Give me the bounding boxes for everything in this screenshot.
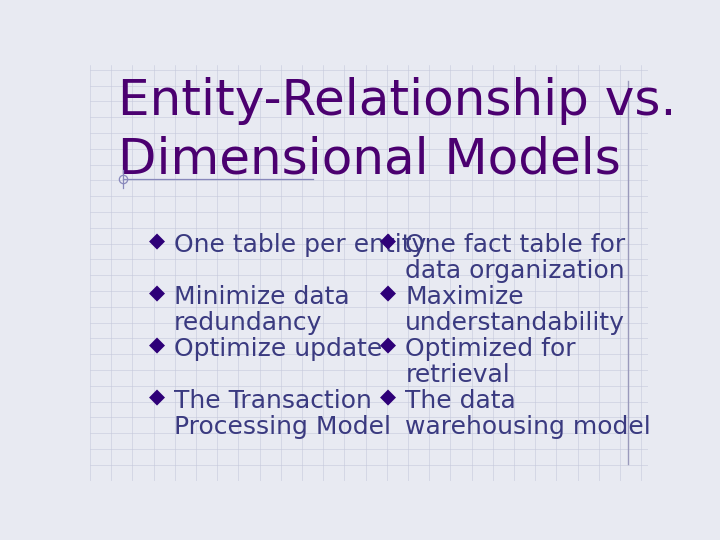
Text: warehousing model: warehousing model xyxy=(405,415,651,439)
Text: ◆: ◆ xyxy=(380,335,396,355)
Text: The Transaction: The Transaction xyxy=(174,389,372,413)
Text: Optimize update: Optimize update xyxy=(174,337,382,361)
Text: Minimize data: Minimize data xyxy=(174,285,349,309)
Text: ◆: ◆ xyxy=(148,231,165,251)
Text: ◆: ◆ xyxy=(148,387,165,407)
Text: ◆: ◆ xyxy=(148,335,165,355)
Text: retrieval: retrieval xyxy=(405,363,510,387)
Text: Maximize: Maximize xyxy=(405,285,524,309)
Text: Entity-Relationship vs.: Entity-Relationship vs. xyxy=(118,77,676,125)
Text: redundancy: redundancy xyxy=(174,311,322,335)
Text: ◆: ◆ xyxy=(380,231,396,251)
Text: One table per entity: One table per entity xyxy=(174,233,426,257)
Text: ◆: ◆ xyxy=(148,283,165,303)
Text: understandability: understandability xyxy=(405,311,625,335)
Text: ◆: ◆ xyxy=(380,283,396,303)
Text: Dimensional Models: Dimensional Models xyxy=(118,136,621,184)
Text: ◆: ◆ xyxy=(380,387,396,407)
Text: Optimized for: Optimized for xyxy=(405,337,576,361)
Text: data organization: data organization xyxy=(405,259,625,283)
Text: The data: The data xyxy=(405,389,516,413)
Text: One fact table for: One fact table for xyxy=(405,233,626,257)
Text: Processing Model: Processing Model xyxy=(174,415,391,439)
